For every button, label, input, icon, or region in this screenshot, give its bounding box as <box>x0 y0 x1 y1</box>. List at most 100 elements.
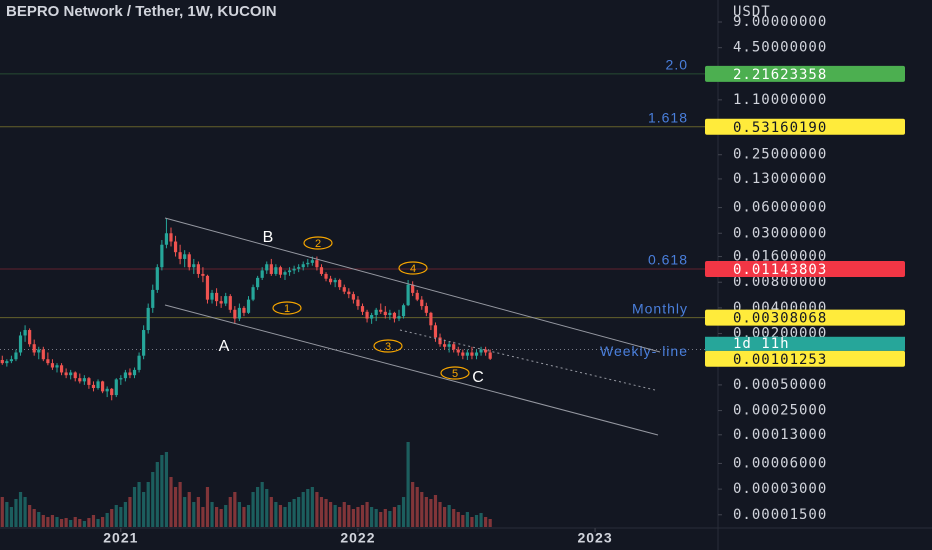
volume-bar <box>91 515 96 527</box>
candle-body <box>470 352 474 356</box>
volume-bar <box>59 519 64 527</box>
candle-body <box>433 325 438 338</box>
candle-body <box>338 279 342 288</box>
candle-body <box>32 344 36 353</box>
y-tick-label: 0.00025000 <box>733 403 827 419</box>
candle-body <box>201 273 205 276</box>
volume-bar <box>438 502 442 527</box>
volume-bar <box>310 487 314 527</box>
volume-bar <box>484 517 488 527</box>
candle-body <box>205 275 210 300</box>
candle-body <box>383 311 387 316</box>
candle-body <box>328 278 333 283</box>
candle-body <box>59 365 64 373</box>
y-tick-label: 0.25000000 <box>733 147 827 163</box>
y-tick-label: 0.01600000 <box>733 249 827 265</box>
volume-bar <box>374 509 378 527</box>
volume-bar <box>9 507 13 527</box>
x-tick-label: 2022 <box>340 530 375 546</box>
volume-bar <box>151 472 155 527</box>
volume-bar <box>18 492 23 527</box>
candle-body <box>415 292 419 300</box>
candle-body <box>164 233 169 245</box>
volume-bar <box>297 497 301 527</box>
candle-body <box>406 284 410 306</box>
price-badge-label: 0.00308068 <box>733 311 827 327</box>
volume-bar <box>328 502 333 527</box>
candle-body <box>23 330 27 336</box>
candle-body <box>301 264 305 268</box>
candle-body <box>324 273 328 279</box>
candle-body <box>351 294 355 300</box>
weekly-line-label: Weekly- line <box>600 343 688 359</box>
volume-bar <box>420 492 424 527</box>
volume-bar <box>256 487 260 527</box>
volume-bar <box>146 482 150 527</box>
candle-body <box>73 372 77 379</box>
candle-body <box>169 233 173 242</box>
candle-body <box>297 267 301 269</box>
x-tick-label: 2021 <box>103 530 138 546</box>
volume-bar <box>196 497 200 527</box>
volume-bar <box>55 517 59 527</box>
volume-bar <box>110 509 114 527</box>
candle-body <box>438 337 442 345</box>
volume-bar <box>228 497 232 527</box>
candle-body <box>214 292 219 302</box>
candle-body <box>319 267 324 274</box>
volume-bar <box>78 519 82 527</box>
volume-bar <box>28 505 32 527</box>
candle-body <box>347 291 351 295</box>
volume-bar <box>370 507 374 527</box>
volume-bar <box>401 497 406 527</box>
y-tick-label: 0.00006000 <box>733 455 827 471</box>
volume-bar <box>183 497 187 527</box>
countdown-badge <box>705 336 905 351</box>
candle-body <box>187 254 191 268</box>
wave-label: A <box>219 338 230 355</box>
candle-body <box>424 306 428 313</box>
volume-bar <box>5 502 9 527</box>
volume-bar <box>246 505 251 527</box>
volume-bar <box>269 497 273 527</box>
volume-bar <box>351 509 355 527</box>
volume-bar <box>287 502 292 527</box>
wave-count-ring <box>440 366 470 380</box>
volume-bar <box>142 492 146 527</box>
volume-bar <box>187 492 191 527</box>
candle-body <box>461 352 465 356</box>
candle-body <box>14 352 18 360</box>
volume-bar <box>447 505 451 527</box>
volume-bar <box>69 520 73 527</box>
volume-bar <box>96 519 100 527</box>
volume-bar <box>101 517 105 527</box>
volume-bar <box>415 487 419 527</box>
candle-body <box>237 307 241 319</box>
volume-bar <box>488 519 492 527</box>
volume-bar <box>388 511 392 527</box>
wave-count: 5 <box>452 368 458 380</box>
volume-bar <box>274 502 278 527</box>
volume-bar <box>128 497 132 527</box>
y-tick-label: 0.00013000 <box>733 427 827 443</box>
level-name: Monthly <box>632 300 688 316</box>
candle-body <box>287 270 292 273</box>
candle-body <box>160 244 164 268</box>
volume-bar <box>214 507 219 527</box>
volume-bar <box>292 499 296 527</box>
wave-count: 4 <box>410 263 416 275</box>
volume-bar <box>73 517 77 527</box>
wave-label: B <box>263 229 274 246</box>
volume-bar <box>338 507 342 527</box>
candle-body <box>374 309 378 316</box>
volume-bar <box>201 507 205 527</box>
candle-body <box>50 363 55 368</box>
candle-body <box>101 381 105 392</box>
candle-body <box>333 279 337 283</box>
y-tick-label: 0.06000000 <box>733 200 827 216</box>
candle-body <box>137 355 141 370</box>
volume-bar <box>210 502 214 527</box>
volume-bar <box>461 515 465 527</box>
volume-bar <box>169 477 173 527</box>
